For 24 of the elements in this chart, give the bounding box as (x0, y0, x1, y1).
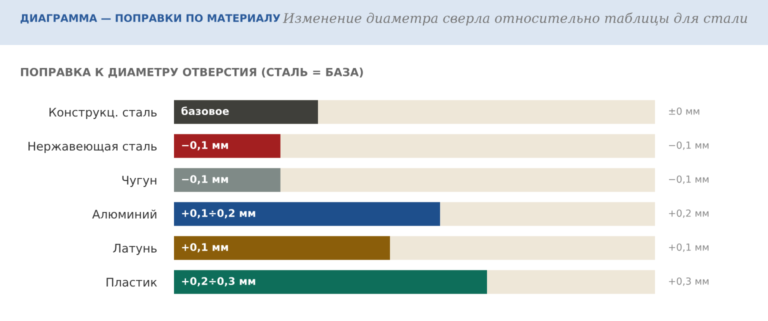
annotation: +0,1 мм (182, 243, 228, 252)
bar (174, 134, 280, 158)
bar (174, 100, 318, 124)
bar (174, 168, 280, 192)
annotation: базовое (181, 106, 229, 116)
annotation: −0,1 мм (182, 175, 228, 184)
text: −0,1 мм (669, 141, 708, 150)
annotation: −0,1 мм (182, 141, 228, 150)
y-tick-label: Чугун (122, 176, 156, 187)
text: +0,3 мм (669, 277, 708, 286)
text: +0,2 мм (669, 209, 708, 218)
chart-title: ДИАГРАММА — ПОПРАВКИ ПО МАТЕРИАЛУ (20, 14, 280, 24)
text: +0,1 мм (669, 243, 708, 252)
text: −0,1 мм (669, 175, 708, 184)
y-tick-label: Алюминий (92, 210, 156, 219)
y-tick-label: Латунь (113, 244, 157, 255)
text: Изменение диаметра сверла относительно таблицы для стали (282, 12, 748, 26)
annotation: +0,1÷0,2 мм (182, 209, 256, 218)
text: ±0 мм (669, 107, 700, 115)
y-tick-label: Нержавеющая сталь (28, 142, 157, 153)
y-tick-label: Конструкц. сталь (50, 108, 157, 119)
annotation: +0,2÷0,3 мм (182, 277, 256, 286)
text: ПОПРАВКА К ДИАМЕТРУ ОТВЕРСТИЯ (СТАЛЬ = БАЗА) (21, 68, 363, 78)
y-tick-label: Пластик (106, 278, 157, 287)
